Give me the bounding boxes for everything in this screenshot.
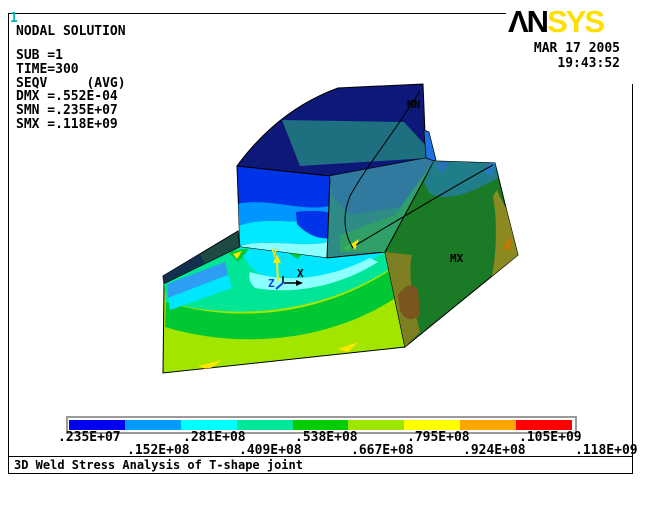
contour-band [163, 254, 205, 284]
ansys-logo-yellow: SYS [547, 4, 605, 39]
triad-x-label: X [297, 267, 304, 280]
plot-caption: 3D Weld Stress Analysis of T-shape joint [14, 458, 303, 472]
contour-band [296, 210, 330, 239]
legend-segment [292, 420, 349, 430]
max-stress-label: MX [450, 252, 464, 265]
contour-band [167, 262, 228, 298]
contour-band [504, 238, 511, 250]
contour-band [165, 262, 404, 340]
legend-segment [348, 420, 405, 430]
legend-segment [180, 420, 237, 430]
face-base-top [162, 246, 406, 374]
triad-z-axis [275, 282, 284, 290]
ansys-logo-black: ΛN [508, 4, 549, 39]
solution-title: NODAL SOLUTION [16, 24, 126, 39]
coordinate-triad: X Y Z [268, 247, 304, 290]
triad-y-label: Y [271, 247, 278, 260]
contour-band [398, 285, 420, 320]
contour-band [436, 162, 448, 174]
contour-band [338, 342, 358, 352]
plot-window-border [8, 13, 633, 474]
contour-band [240, 242, 329, 258]
contour-band [351, 239, 359, 250]
face-web-front [236, 165, 331, 259]
logo-background [506, 0, 652, 84]
triad-y-axis [276, 261, 279, 282]
triad-x-arrowhead [296, 280, 303, 286]
contour-band [282, 120, 426, 166]
triad-z-label: Z [268, 277, 275, 290]
time-text: 19:43:52 [557, 56, 620, 71]
element-edge-line [355, 164, 494, 246]
date-text: MAR 17 2005 [533, 41, 620, 56]
window-number: 1 [10, 11, 18, 26]
contour-band [344, 243, 351, 252]
contour-band [249, 258, 378, 291]
legend-segment [516, 420, 572, 430]
contour-band [233, 251, 242, 259]
face-web-top-surface [236, 83, 427, 177]
element-edge-line [344, 90, 421, 249]
legend-segment [124, 420, 181, 430]
contour-band [484, 163, 495, 176]
caption-separator [8, 456, 633, 457]
legend-color-bar [66, 416, 577, 434]
legend-segment [404, 420, 461, 430]
face-web-right-end [423, 129, 437, 162]
contour-band [340, 161, 434, 252]
contour-band [198, 360, 222, 370]
legend-segment [69, 420, 125, 430]
solution-info-lines: SUB =1 TIME=300 SEQV (AVG) DMX =.552E-04… [16, 48, 126, 132]
legend-segment [236, 420, 293, 430]
face-weld-valley [326, 157, 435, 259]
contour-band [168, 275, 232, 310]
triad-y-arrowhead [273, 254, 281, 263]
ansys-logo: ΛNSYS [508, 4, 605, 40]
min-stress-label: MN [407, 98, 420, 111]
contour-band [492, 190, 518, 276]
legend-segment [460, 420, 517, 430]
